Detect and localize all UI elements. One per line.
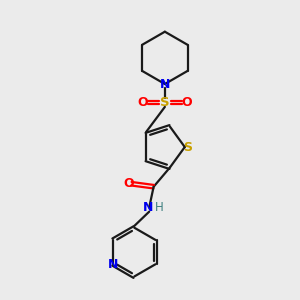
Text: N: N bbox=[142, 201, 153, 214]
Text: S: S bbox=[183, 140, 192, 154]
Text: N: N bbox=[160, 77, 170, 91]
Text: O: O bbox=[182, 96, 192, 109]
Text: N: N bbox=[108, 258, 119, 271]
Text: H: H bbox=[155, 201, 164, 214]
Text: S: S bbox=[160, 96, 170, 109]
Text: O: O bbox=[124, 177, 134, 190]
Text: O: O bbox=[138, 96, 148, 109]
